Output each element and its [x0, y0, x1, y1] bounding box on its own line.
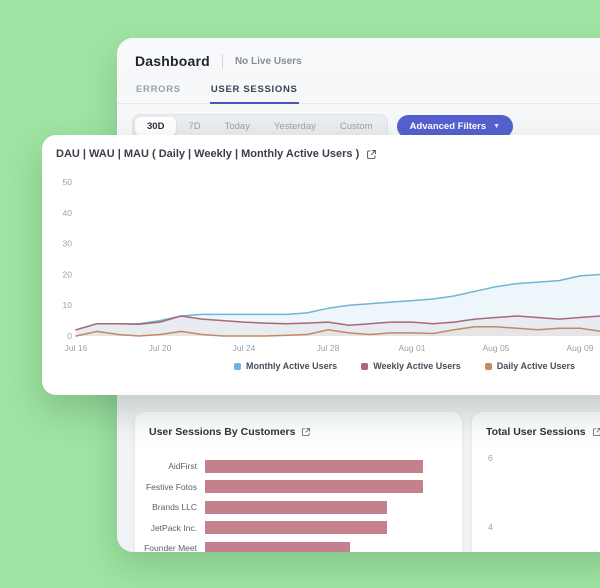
legend-label: Monthly Active Users	[246, 361, 338, 371]
bar-fill	[205, 521, 387, 535]
svg-text:Jul 16: Jul 16	[65, 343, 88, 353]
tab-user-sessions[interactable]: USER SESSIONS	[209, 78, 299, 104]
bar-label: Brands LLC	[152, 502, 197, 513]
bar-row: JetPack Inc.	[135, 518, 454, 539]
advanced-filters-button[interactable]: Advanced Filters ▼	[396, 115, 514, 138]
svg-text:30: 30	[63, 239, 73, 249]
tab-errors[interactable]: ERRORS	[136, 84, 181, 95]
svg-text:50: 50	[63, 177, 73, 187]
legend-label: Weekly Active Users	[373, 361, 461, 371]
page-title: Dashboard	[135, 53, 210, 69]
tab-bar: ERRORS USER SESSIONS	[117, 78, 600, 104]
bar-fill	[205, 480, 423, 494]
advanced-filters-label: Advanced Filters	[409, 121, 487, 132]
chevron-down-icon: ▼	[493, 123, 501, 130]
total-sessions-ytick: 6	[488, 453, 493, 463]
dashboard-header: Dashboard No Live Users	[117, 38, 600, 78]
range-pill-7d[interactable]: 7D	[188, 121, 201, 132]
range-pill-yesterday[interactable]: Yesterday	[273, 121, 316, 132]
bar-fill	[205, 541, 351, 552]
chart-legend: Monthly Active Users Weekly Active Users D…	[172, 361, 600, 371]
svg-text:40: 40	[63, 208, 73, 218]
bar-row: Brands LLC	[135, 497, 454, 518]
range-pill-30d[interactable]: 30D	[135, 117, 177, 136]
card-title: Total User Sessions	[486, 426, 586, 438]
card-title-row: User Sessions By Customers	[135, 412, 462, 442]
bar-track	[205, 459, 423, 473]
bar-label: AidFirst	[168, 461, 197, 472]
live-users-status: No Live Users	[234, 55, 302, 67]
date-range-segmented-control: 30D 7D Today Yesterday Custom	[132, 114, 388, 139]
bar-row: Founder Meet	[135, 538, 454, 552]
bar-track	[205, 480, 423, 494]
total-sessions-ytick: 4	[488, 522, 493, 532]
active-users-chart-card: DAU | WAU | MAU ( Daily | Weekly | Month…	[42, 135, 600, 395]
card-title: User Sessions By Customers	[149, 426, 296, 438]
bottom-cards-row: User Sessions By Customers AidFirst Festi…	[117, 412, 600, 552]
svg-text:Aug 09: Aug 09	[567, 343, 594, 353]
svg-text:Jul 28: Jul 28	[317, 343, 340, 353]
card-title-row: Total User Sessions	[472, 412, 600, 442]
svg-text:20: 20	[63, 269, 73, 279]
svg-text:Jul 24: Jul 24	[233, 343, 256, 353]
bar-label: JetPack Inc.	[150, 522, 197, 533]
svg-text:Aug 05: Aug 05	[483, 343, 510, 353]
user-sessions-by-customers-card: User Sessions By Customers AidFirst Festi…	[135, 412, 462, 552]
legend-item[interactable]: Monthly Active Users	[234, 361, 337, 371]
svg-text:0: 0	[67, 331, 72, 341]
bar-label: Founder Meet	[144, 543, 197, 552]
external-link-icon[interactable]	[592, 427, 600, 437]
legend-item[interactable]: Daily Active Users	[484, 361, 575, 371]
legend-item[interactable]: Weekly Active Users	[361, 361, 461, 371]
legend-swatch	[361, 362, 369, 370]
external-link-icon[interactable]	[301, 427, 311, 437]
bar-track	[205, 541, 423, 552]
svg-text:Aug 01: Aug 01	[399, 343, 426, 353]
total-user-sessions-card: Total User Sessions 6 4	[472, 412, 600, 552]
chart-title-row: DAU | WAU | MAU ( Daily | Weekly | Month…	[42, 135, 600, 160]
bar-fill	[205, 500, 387, 514]
bar-track	[205, 521, 423, 535]
customers-bar-chart: AidFirst Festive Fotos Brands LLC JetPack I…	[135, 456, 454, 552]
legend-swatch	[484, 362, 492, 370]
range-pill-custom[interactable]: Custom	[339, 121, 373, 132]
legend-label: Daily Active Users	[496, 361, 575, 371]
bar-track	[205, 500, 423, 514]
filter-row: 30D 7D Today Yesterday Custom Advanced F…	[117, 104, 600, 149]
svg-text:10: 10	[63, 300, 73, 310]
svg-text:Jul 20: Jul 20	[149, 343, 172, 353]
range-pill-today[interactable]: Today	[224, 121, 250, 132]
chart-title: DAU | WAU | MAU ( Daily | Weekly | Month…	[56, 148, 360, 160]
bar-fill	[205, 459, 423, 473]
bar-row: AidFirst	[135, 456, 454, 477]
external-link-icon[interactable]	[366, 149, 377, 160]
bar-row: Festive Fotos	[135, 477, 454, 498]
header-divider	[221, 53, 223, 69]
legend-swatch	[234, 362, 241, 370]
active-users-line-chart: 0 10 20 30 40 50 Jul 16 Jul 20 Jul 24 Jul 28 Aug 0…	[63, 177, 600, 353]
bar-label: Festive Fotos	[145, 481, 197, 492]
